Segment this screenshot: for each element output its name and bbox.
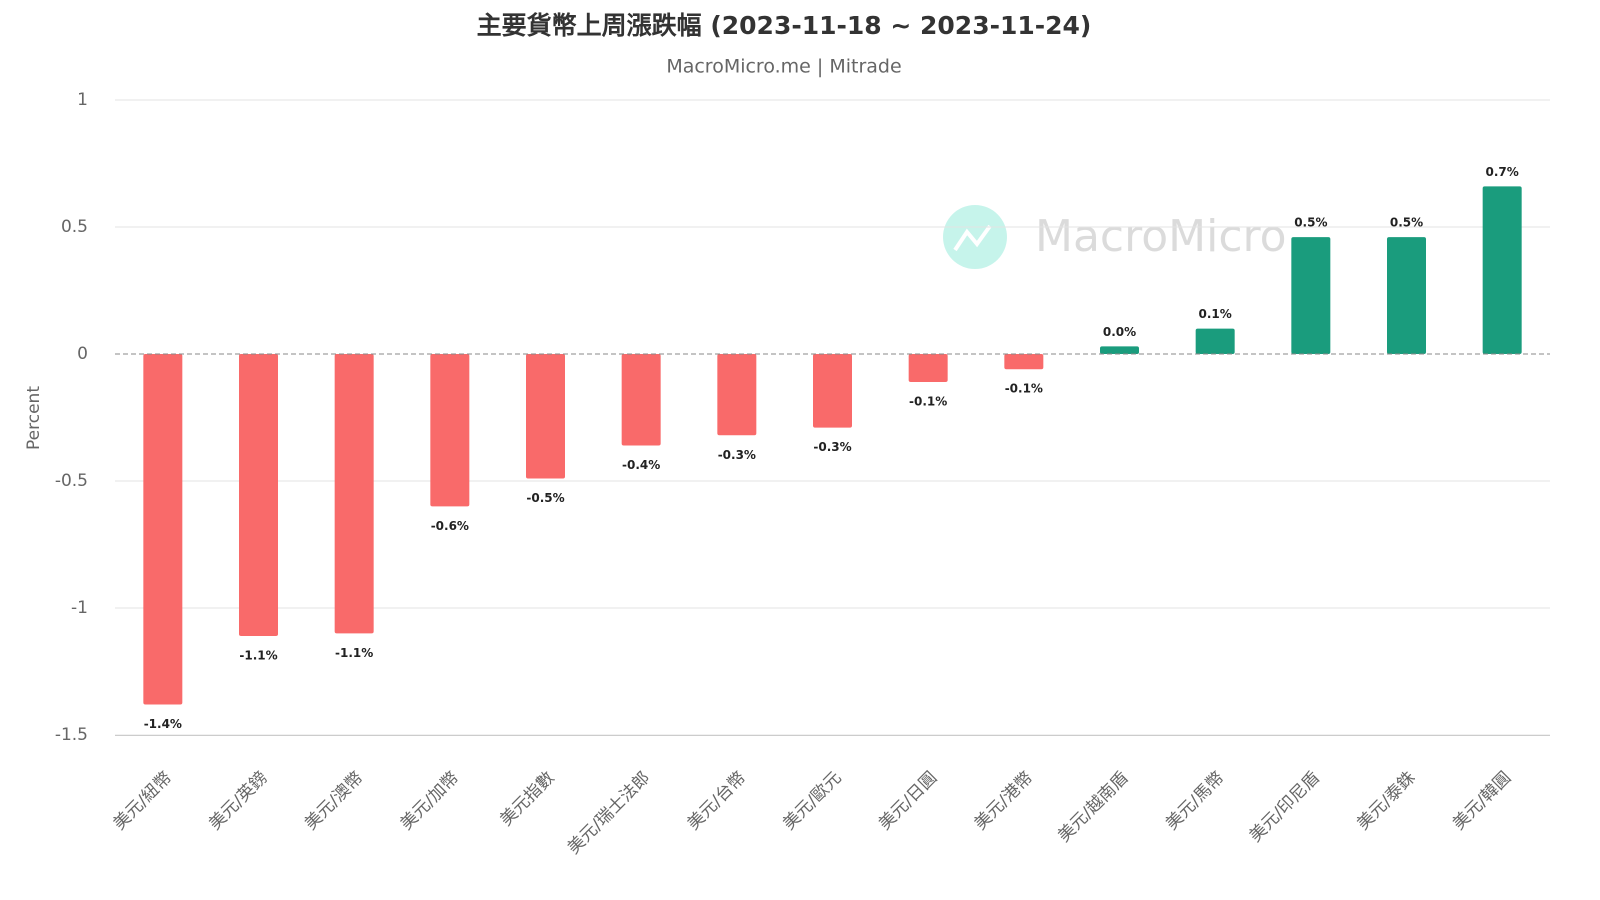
data-label: -0.3% — [813, 440, 851, 454]
data-label: -0.5% — [526, 491, 564, 505]
watermark-icon-line — [953, 224, 992, 252]
bar — [1100, 346, 1139, 354]
y-tick-label: -1.5 — [55, 725, 88, 745]
data-label: 0.5% — [1294, 216, 1327, 230]
bar — [1387, 237, 1426, 354]
bar — [430, 354, 470, 507]
x-tick-label: 美元/台幣 — [684, 768, 750, 834]
y-tick-label: 0.5 — [61, 217, 88, 237]
x-tick-label: 美元/加幣 — [397, 768, 463, 834]
bar — [1482, 186, 1522, 354]
bar — [1291, 237, 1331, 354]
data-label: -1.1% — [335, 646, 373, 660]
watermark-text: MacroMicro — [1035, 211, 1287, 262]
bar — [239, 354, 278, 636]
x-tick-label: 美元指數 — [496, 768, 558, 830]
x-tick-label: 美元/日圓 — [875, 768, 941, 834]
bar — [1195, 328, 1235, 354]
y-axis-label: Percent — [24, 386, 44, 450]
bar — [813, 354, 852, 428]
data-label: -0.1% — [909, 394, 947, 408]
y-tick-label: 1 — [77, 90, 88, 110]
y-tick-label: -1 — [71, 598, 88, 618]
data-label: -1.4% — [144, 717, 182, 731]
x-tick-label: 美元/紐幣 — [110, 768, 176, 834]
chart-title: 主要貨幣上周漲跌幅 (2023-11-18 ~ 2023-11-24) — [477, 11, 1092, 40]
chart-subtitle: MacroMicro.me | Mitrade — [666, 56, 901, 78]
x-tick-label: 美元/港幣 — [971, 768, 1037, 834]
watermark: MacroMicro — [943, 205, 1287, 269]
data-label: 0.7% — [1486, 165, 1519, 179]
data-label: -0.4% — [622, 458, 660, 472]
data-label: -1.1% — [239, 648, 277, 662]
bar — [1004, 354, 1044, 370]
x-tick-label: 美元/韓圓 — [1449, 768, 1515, 834]
y-tick-label: 0 — [77, 344, 88, 364]
x-tick-label: 美元/歐元 — [779, 768, 845, 834]
bar — [717, 354, 757, 436]
x-tick-label: 美元/越南盾 — [1054, 768, 1132, 846]
watermark-icon — [943, 205, 1007, 269]
data-label: 0.5% — [1390, 216, 1423, 230]
bar — [621, 354, 661, 446]
data-label: 0.0% — [1103, 325, 1136, 339]
x-tick-label: 美元/澳幣 — [301, 768, 367, 834]
data-label: -0.1% — [1005, 382, 1043, 396]
bar — [908, 354, 948, 382]
data-label: -0.6% — [431, 519, 469, 533]
data-label: -0.3% — [718, 448, 756, 462]
x-tick-label: 美元/馬幣 — [1162, 768, 1228, 834]
bar — [334, 354, 374, 634]
x-tick-label: 美元/泰銖 — [1353, 768, 1419, 834]
x-tick-label: 美元/瑞士法郎 — [564, 768, 654, 858]
bar — [143, 354, 183, 705]
y-tick-label: -0.5 — [55, 471, 88, 491]
bar — [526, 354, 565, 479]
x-tick-label: 美元/印尼盾 — [1246, 768, 1324, 846]
data-label: 0.1% — [1199, 307, 1232, 321]
x-tick-label: 美元/英鎊 — [205, 768, 271, 834]
